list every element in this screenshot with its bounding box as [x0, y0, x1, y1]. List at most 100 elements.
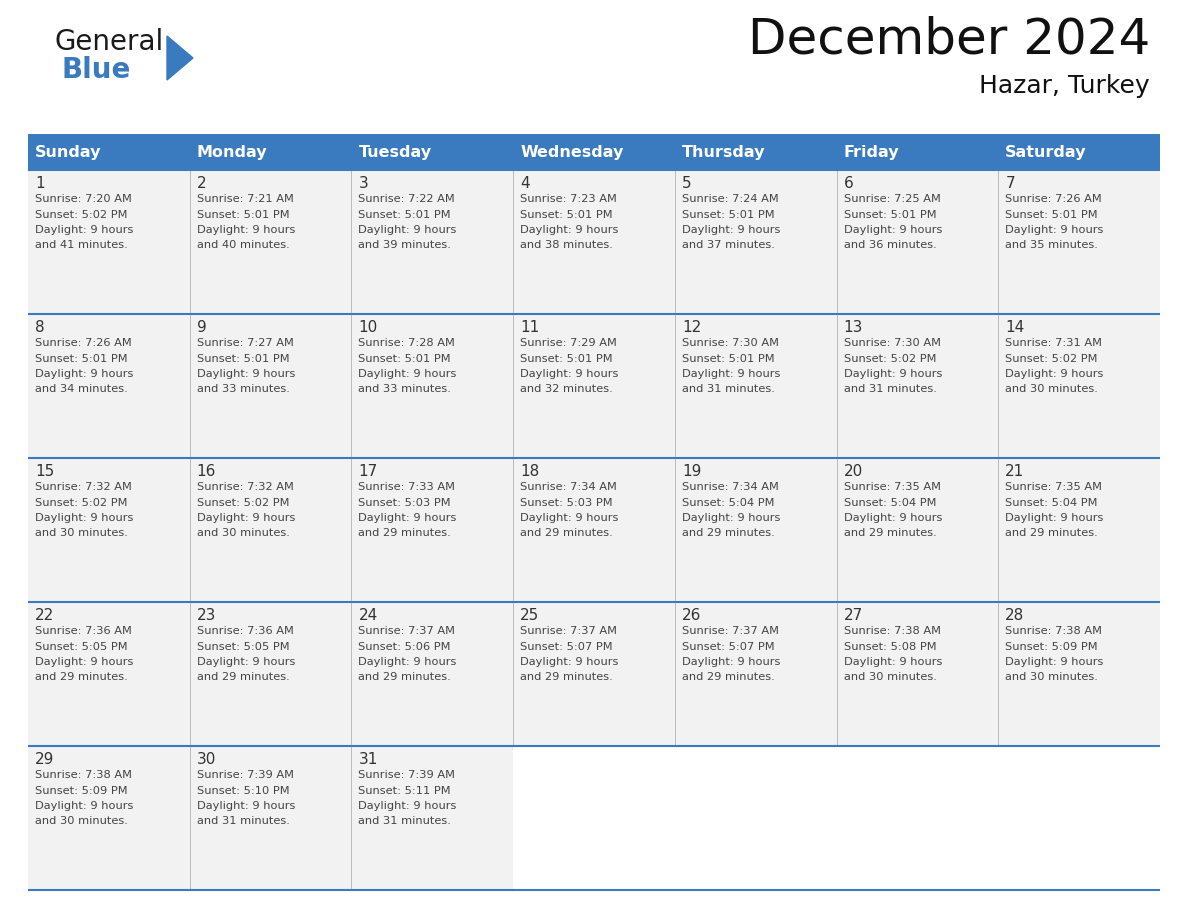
Text: Sunset: 5:02 PM: Sunset: 5:02 PM [1005, 353, 1098, 364]
Text: and 29 minutes.: and 29 minutes. [520, 673, 613, 682]
Text: 14: 14 [1005, 320, 1024, 335]
Text: and 36 minutes.: and 36 minutes. [843, 241, 936, 251]
Text: 25: 25 [520, 608, 539, 623]
Text: and 31 minutes.: and 31 minutes. [682, 385, 775, 395]
Text: 6: 6 [843, 176, 853, 191]
Text: Daylight: 9 hours: Daylight: 9 hours [682, 369, 781, 379]
Text: Sunrise: 7:29 AM: Sunrise: 7:29 AM [520, 338, 617, 348]
Text: 5: 5 [682, 176, 691, 191]
Text: Daylight: 9 hours: Daylight: 9 hours [359, 801, 457, 811]
Bar [29, 602, 1159, 746]
Text: Sunset: 5:04 PM: Sunset: 5:04 PM [682, 498, 775, 508]
Text: and 29 minutes.: and 29 minutes. [359, 529, 451, 539]
Text: Sunset: 5:06 PM: Sunset: 5:06 PM [359, 642, 451, 652]
Text: Sunrise: 7:37 AM: Sunrise: 7:37 AM [682, 626, 779, 636]
Text: Sunrise: 7:32 AM: Sunrise: 7:32 AM [197, 482, 293, 492]
Text: Monday: Monday [197, 144, 267, 160]
Text: Sunset: 5:09 PM: Sunset: 5:09 PM [34, 786, 127, 796]
Text: Daylight: 9 hours: Daylight: 9 hours [520, 657, 619, 667]
Text: Daylight: 9 hours: Daylight: 9 hours [34, 657, 133, 667]
Text: Sunset: 5:03 PM: Sunset: 5:03 PM [359, 498, 451, 508]
Text: Sunset: 5:02 PM: Sunset: 5:02 PM [34, 209, 127, 219]
Text: 13: 13 [843, 320, 862, 335]
Text: Daylight: 9 hours: Daylight: 9 hours [520, 225, 619, 235]
Text: Daylight: 9 hours: Daylight: 9 hours [1005, 225, 1104, 235]
Text: and 35 minutes.: and 35 minutes. [1005, 241, 1098, 251]
Text: and 30 minutes.: and 30 minutes. [843, 673, 936, 682]
Text: Sunrise: 7:30 AM: Sunrise: 7:30 AM [682, 338, 779, 348]
Bar [29, 314, 1159, 458]
Text: Daylight: 9 hours: Daylight: 9 hours [682, 225, 781, 235]
Text: Wednesday: Wednesday [520, 144, 624, 160]
Text: and 31 minutes.: and 31 minutes. [197, 816, 290, 826]
Text: Sunset: 5:07 PM: Sunset: 5:07 PM [682, 642, 775, 652]
Text: Sunrise: 7:26 AM: Sunrise: 7:26 AM [1005, 194, 1102, 204]
Text: Daylight: 9 hours: Daylight: 9 hours [843, 657, 942, 667]
Text: Daylight: 9 hours: Daylight: 9 hours [843, 225, 942, 235]
Text: Tuesday: Tuesday [359, 144, 431, 160]
Text: Sunrise: 7:28 AM: Sunrise: 7:28 AM [359, 338, 455, 348]
Text: Daylight: 9 hours: Daylight: 9 hours [843, 513, 942, 523]
Text: and 30 minutes.: and 30 minutes. [1005, 673, 1098, 682]
Text: Sunset: 5:01 PM: Sunset: 5:01 PM [1005, 209, 1098, 219]
Text: Blue: Blue [61, 56, 131, 84]
Text: Sunset: 5:01 PM: Sunset: 5:01 PM [682, 353, 775, 364]
Text: Daylight: 9 hours: Daylight: 9 hours [1005, 513, 1104, 523]
Bar [513, 746, 1159, 890]
Text: Sunset: 5:01 PM: Sunset: 5:01 PM [359, 353, 451, 364]
Text: Sunset: 5:09 PM: Sunset: 5:09 PM [1005, 642, 1098, 652]
Text: and 29 minutes.: and 29 minutes. [520, 529, 613, 539]
Text: and 33 minutes.: and 33 minutes. [359, 385, 451, 395]
Text: Daylight: 9 hours: Daylight: 9 hours [359, 513, 457, 523]
Text: 17: 17 [359, 464, 378, 479]
Text: Sunset: 5:01 PM: Sunset: 5:01 PM [197, 353, 290, 364]
Text: 20: 20 [843, 464, 862, 479]
Text: Sunset: 5:01 PM: Sunset: 5:01 PM [359, 209, 451, 219]
Text: Sunset: 5:02 PM: Sunset: 5:02 PM [843, 353, 936, 364]
Text: and 29 minutes.: and 29 minutes. [1005, 529, 1098, 539]
Text: Daylight: 9 hours: Daylight: 9 hours [1005, 369, 1104, 379]
Text: Sunrise: 7:31 AM: Sunrise: 7:31 AM [1005, 338, 1102, 348]
Text: 19: 19 [682, 464, 701, 479]
Text: Sunrise: 7:34 AM: Sunrise: 7:34 AM [520, 482, 617, 492]
Text: 10: 10 [359, 320, 378, 335]
Text: Sunrise: 7:38 AM: Sunrise: 7:38 AM [34, 770, 132, 780]
Text: 27: 27 [843, 608, 862, 623]
Text: and 33 minutes.: and 33 minutes. [197, 385, 290, 395]
Bar [29, 134, 1159, 170]
Text: Sunrise: 7:37 AM: Sunrise: 7:37 AM [520, 626, 617, 636]
Text: and 29 minutes.: and 29 minutes. [34, 673, 128, 682]
Text: Sunrise: 7:20 AM: Sunrise: 7:20 AM [34, 194, 132, 204]
Text: Hazar, Turkey: Hazar, Turkey [979, 74, 1150, 98]
Text: 2: 2 [197, 176, 207, 191]
Bar [29, 746, 1159, 890]
Text: Sunrise: 7:25 AM: Sunrise: 7:25 AM [843, 194, 941, 204]
Text: and 29 minutes.: and 29 minutes. [682, 529, 775, 539]
Text: Sunrise: 7:22 AM: Sunrise: 7:22 AM [359, 194, 455, 204]
Text: and 30 minutes.: and 30 minutes. [34, 529, 128, 539]
Text: Sunset: 5:01 PM: Sunset: 5:01 PM [843, 209, 936, 219]
Text: and 29 minutes.: and 29 minutes. [843, 529, 936, 539]
Text: 23: 23 [197, 608, 216, 623]
Text: Sunset: 5:02 PM: Sunset: 5:02 PM [197, 498, 289, 508]
Text: and 41 minutes.: and 41 minutes. [34, 241, 128, 251]
Text: December 2024: December 2024 [747, 15, 1150, 63]
Text: 12: 12 [682, 320, 701, 335]
Text: Daylight: 9 hours: Daylight: 9 hours [34, 225, 133, 235]
Text: and 32 minutes.: and 32 minutes. [520, 385, 613, 395]
Text: Daylight: 9 hours: Daylight: 9 hours [359, 369, 457, 379]
Text: Daylight: 9 hours: Daylight: 9 hours [359, 225, 457, 235]
Text: Sunrise: 7:39 AM: Sunrise: 7:39 AM [197, 770, 293, 780]
Text: Sunset: 5:03 PM: Sunset: 5:03 PM [520, 498, 613, 508]
Text: 11: 11 [520, 320, 539, 335]
Text: Sunrise: 7:32 AM: Sunrise: 7:32 AM [34, 482, 132, 492]
Text: 18: 18 [520, 464, 539, 479]
Text: Daylight: 9 hours: Daylight: 9 hours [197, 513, 295, 523]
Text: Sunset: 5:01 PM: Sunset: 5:01 PM [682, 209, 775, 219]
Text: 16: 16 [197, 464, 216, 479]
Text: Daylight: 9 hours: Daylight: 9 hours [34, 369, 133, 379]
Polygon shape [168, 36, 192, 80]
Text: 28: 28 [1005, 608, 1024, 623]
Text: and 31 minutes.: and 31 minutes. [359, 816, 451, 826]
Text: Sunrise: 7:36 AM: Sunrise: 7:36 AM [197, 626, 293, 636]
